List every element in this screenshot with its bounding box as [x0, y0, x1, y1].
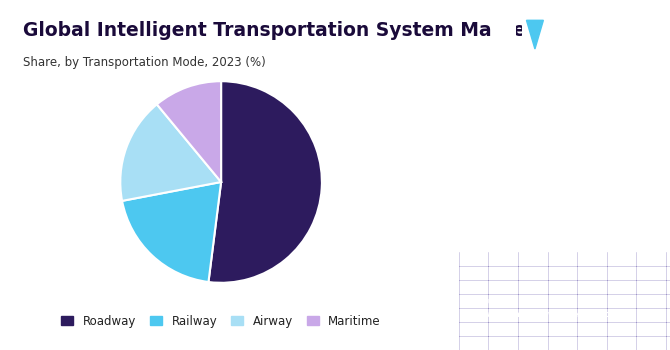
Wedge shape — [208, 81, 322, 283]
Legend: Roadway, Railway, Airway, Maritime: Roadway, Railway, Airway, Maritime — [57, 310, 385, 332]
Wedge shape — [157, 81, 221, 182]
Text: $51.2B: $51.2B — [505, 119, 624, 147]
Wedge shape — [122, 182, 221, 282]
FancyBboxPatch shape — [490, 18, 516, 56]
Wedge shape — [121, 104, 221, 201]
Text: Global Intelligent Transportation System Market: Global Intelligent Transportation System… — [23, 21, 535, 40]
Text: GRAND VIEW RESEARCH: GRAND VIEW RESEARCH — [513, 70, 616, 79]
Text: Source:
www.grandviewresearch.com: Source: www.grandviewresearch.com — [476, 297, 626, 319]
Polygon shape — [527, 20, 543, 49]
FancyBboxPatch shape — [523, 18, 547, 56]
Text: Global Market Size,
2023: Global Market Size, 2023 — [507, 181, 622, 211]
Text: Share, by Transportation Mode, 2023 (%): Share, by Transportation Mode, 2023 (%) — [23, 56, 266, 69]
FancyBboxPatch shape — [554, 18, 580, 56]
